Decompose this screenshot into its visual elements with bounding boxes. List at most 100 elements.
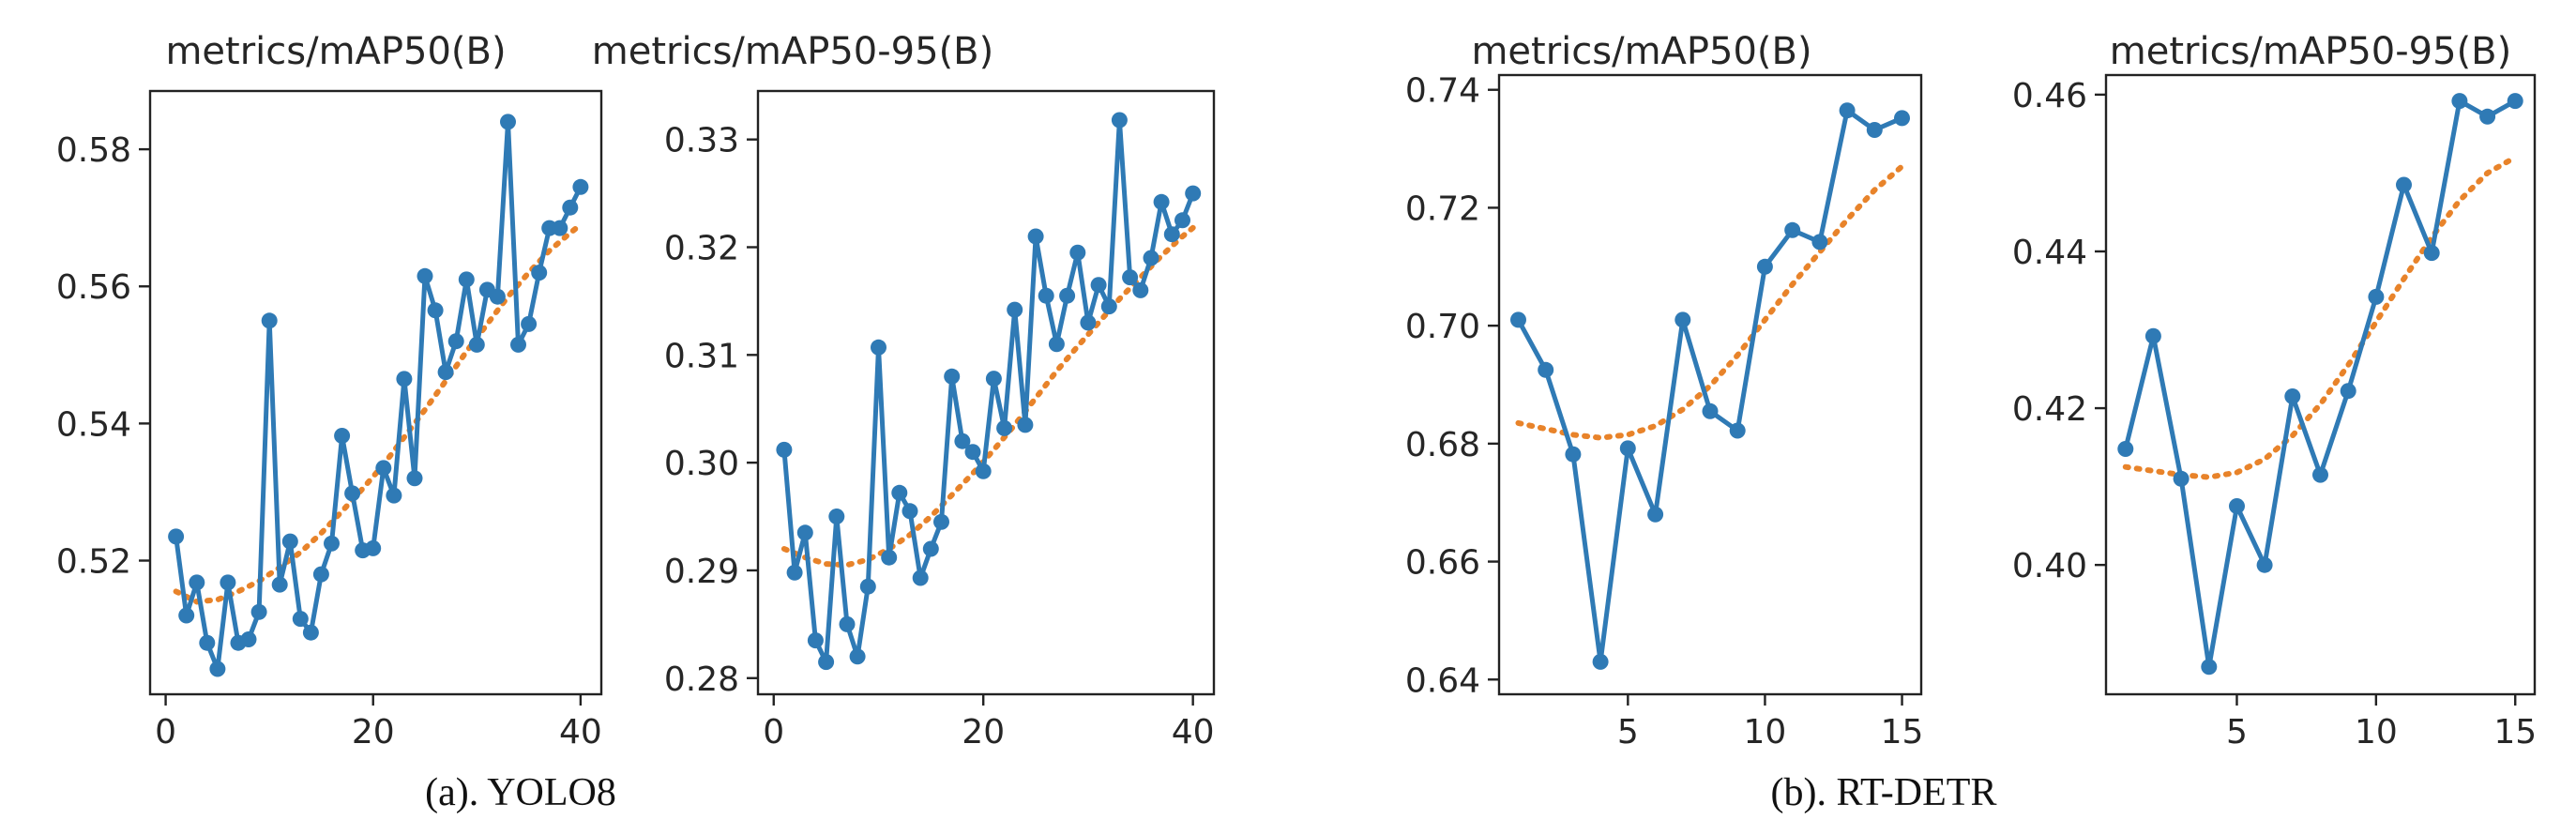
data-point [933,513,949,530]
data-point [199,634,216,651]
data-point [250,603,267,620]
x-tick-label: 5 [2226,713,2248,752]
y-tick-label: 0.32 [664,229,739,267]
y-tick-label: 0.64 [1405,661,1480,700]
chart-title: metrics/mAP50-95(B) [592,30,993,73]
data-point [871,339,886,356]
data-point [2173,470,2190,487]
data-point [1132,281,1149,298]
data-point [1647,506,1664,523]
x-tick-label: 15 [2493,713,2537,752]
data-point [1174,212,1190,229]
data-point [468,336,485,353]
data-point [209,660,226,677]
y-tick-label: 0.29 [664,553,739,591]
y-tick-label: 0.28 [664,660,739,699]
data-point [189,574,205,591]
x-tick-label: 10 [2355,713,2398,752]
y-tick-label: 0.52 [56,543,131,582]
data-point [312,566,329,583]
chart-rtdetr-map50-95: metrics/mAP50-95(B) 5 10 15 0.40 0.42 0.44 0.4… [2012,30,2537,752]
data-point [902,503,918,520]
x-tick-label: 10 [1744,713,1787,752]
data-point [2423,245,2440,262]
plot-frame [1497,73,1923,696]
data-point [1811,234,1828,250]
data-point [386,487,402,504]
data-point [2201,659,2218,676]
data-point [220,574,236,591]
smooth-trend-line [1515,163,1905,441]
x-tick-label: 20 [352,713,395,752]
data-point [2229,498,2245,514]
data-point [776,441,793,458]
y-tick-label: 0.42 [2012,390,2087,429]
data-point [531,265,548,281]
data-point [375,460,392,477]
y-tick-label: 0.74 [1405,72,1480,111]
smooth-trend-line [2122,154,2519,480]
data-point [1510,311,1526,328]
data-point [796,524,813,541]
data-point [912,569,929,586]
data-point [334,428,351,444]
plot-frame [756,89,1216,696]
data-point [447,333,464,350]
chart-title: metrics/mAP50-95(B) [2110,30,2511,73]
data-point [1866,122,1883,138]
x-tick-label: 15 [1881,713,1924,752]
results-series-line [2123,99,2517,670]
data-point [510,336,526,353]
data-point [1007,301,1023,318]
data-point [417,267,433,284]
data-point [1059,287,1076,304]
x-tick-label: 5 [1617,713,1639,752]
data-point [954,433,971,449]
data-point [240,631,257,647]
data-point [458,271,475,288]
data-point [489,288,506,305]
y-tick-label: 0.44 [2012,234,2087,272]
data-point [2507,93,2523,110]
results-series-line [174,119,583,672]
data-point [427,302,444,319]
data-point [2340,383,2356,400]
chart-title: metrics/mAP50(B) [1471,30,1811,73]
data-point [1756,258,1773,275]
data-point [1038,287,1054,304]
data-point [1729,422,1746,439]
data-point [1702,402,1719,419]
data-point [818,654,835,671]
data-point [261,312,278,329]
data-point [572,178,589,195]
y-tick-label: 0.68 [1405,426,1480,464]
data-point [1027,228,1044,245]
results-series-line [781,117,1196,665]
y-tick-label: 0.70 [1405,308,1480,346]
data-point [1674,311,1691,328]
chart-yolo8-map50: metrics/mAP50(B) 0 20 40 0.52 0.54 0.56 0.58 [56,30,603,752]
data-point [521,315,538,332]
plot-frame [148,89,603,696]
data-point [891,484,908,501]
data-point [406,470,423,487]
data-point [1565,446,1582,463]
y-tick-label: 0.31 [664,337,739,375]
y-tick-label: 0.33 [664,122,739,160]
data-point [344,485,361,502]
data-point [1080,314,1097,331]
data-point [2368,288,2385,305]
data-point [881,549,898,566]
chart-yolo8-map50-95: metrics/mAP50-95(B) 0 20 40 0.28 0.29 0.30 0.3… [592,30,1216,752]
y-tick-label: 0.46 [2012,77,2087,115]
data-point [1069,244,1086,261]
data-point [271,576,288,593]
y-tick-label: 0.66 [1405,544,1480,583]
data-point [807,632,824,649]
data-point [2396,176,2412,193]
data-point [849,648,866,665]
data-point [396,371,413,387]
data-point [2284,388,2301,404]
data-point [178,607,195,624]
